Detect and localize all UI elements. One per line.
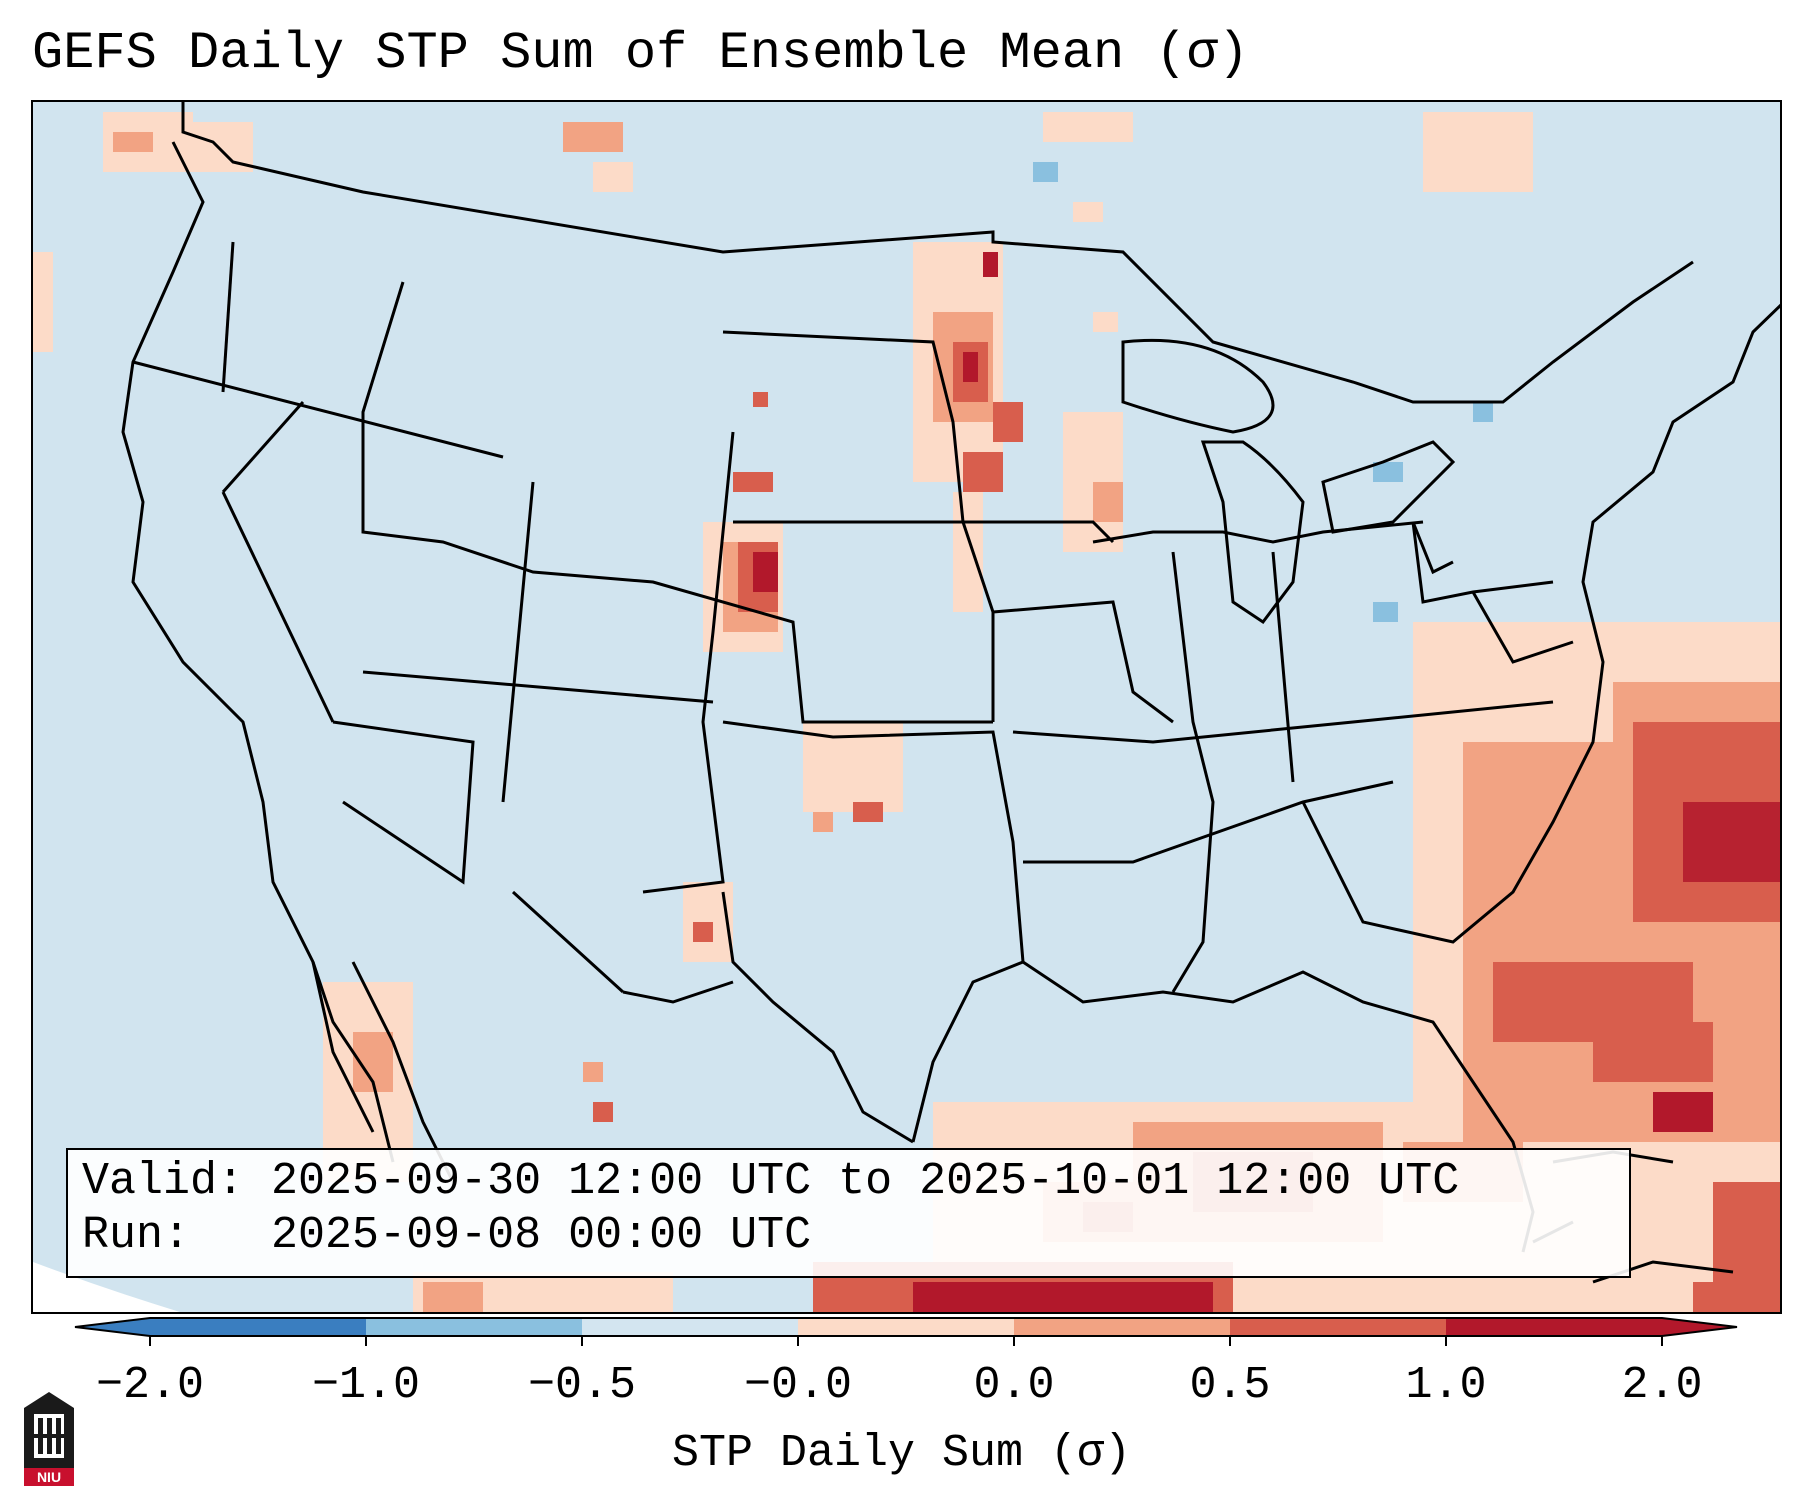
stp-anomaly-field <box>33 112 1780 1312</box>
colorbar-segment <box>1446 1318 1663 1336</box>
colorbar-segment <box>1014 1318 1231 1336</box>
colorbar-tick-label: 2.0 <box>1621 1360 1703 1411</box>
colorbar-title: STP Daily Sum (σ) <box>671 1428 1132 1479</box>
valid-label: Valid: <box>82 1156 245 1207</box>
colorbar-segment <box>366 1318 583 1336</box>
valid-value: 2025-09-30 12:00 UTC to 2025-10-01 12:00… <box>271 1156 1460 1207</box>
map-panel <box>31 100 1782 1314</box>
projection-edge <box>33 1262 180 1312</box>
colorbar-segment <box>1230 1318 1447 1336</box>
map-title: GEFS Daily STP Sum of Ensemble Mean (σ) <box>32 24 1249 83</box>
colorbar-tick-labels: −2.0 −1.0 −0.5 −0.0 0.0 0.5 1.0 2.0 <box>0 1360 1803 1420</box>
run-value: 2025-09-08 00:00 UTC <box>271 1210 812 1261</box>
colorbar <box>0 1310 1803 1370</box>
colorbar-segment <box>150 1318 367 1336</box>
colorbar-segment <box>582 1318 799 1336</box>
run-label: Run: <box>82 1210 191 1261</box>
colorbar-tick-label: −2.0 <box>95 1360 205 1411</box>
valid-run-info-box: Valid: 2025-09-30 12:00 UTC to 2025-10-0… <box>66 1148 1631 1278</box>
colorbar-tick-label: 0.5 <box>1189 1360 1271 1411</box>
colorbar-tick-label: −0.0 <box>743 1360 853 1411</box>
colorbar-over-triangle <box>1662 1318 1737 1336</box>
map-canvas <box>33 102 1780 1312</box>
colorbar-tick-label: 0.0 <box>973 1360 1055 1411</box>
niu-university-logo-icon: NIU <box>20 1388 78 1488</box>
colorbar-svg <box>74 1317 1738 1346</box>
colorbar-tick-label: −0.5 <box>527 1360 637 1411</box>
colorbar-tick-label: 1.0 <box>1405 1360 1487 1411</box>
logo-text: NIU <box>37 1469 61 1485</box>
boundaries <box>121 102 1780 1284</box>
colorbar-segment <box>798 1318 1015 1336</box>
colorbar-tick-label: −1.0 <box>311 1360 421 1411</box>
colorbar-under-triangle <box>75 1318 150 1336</box>
